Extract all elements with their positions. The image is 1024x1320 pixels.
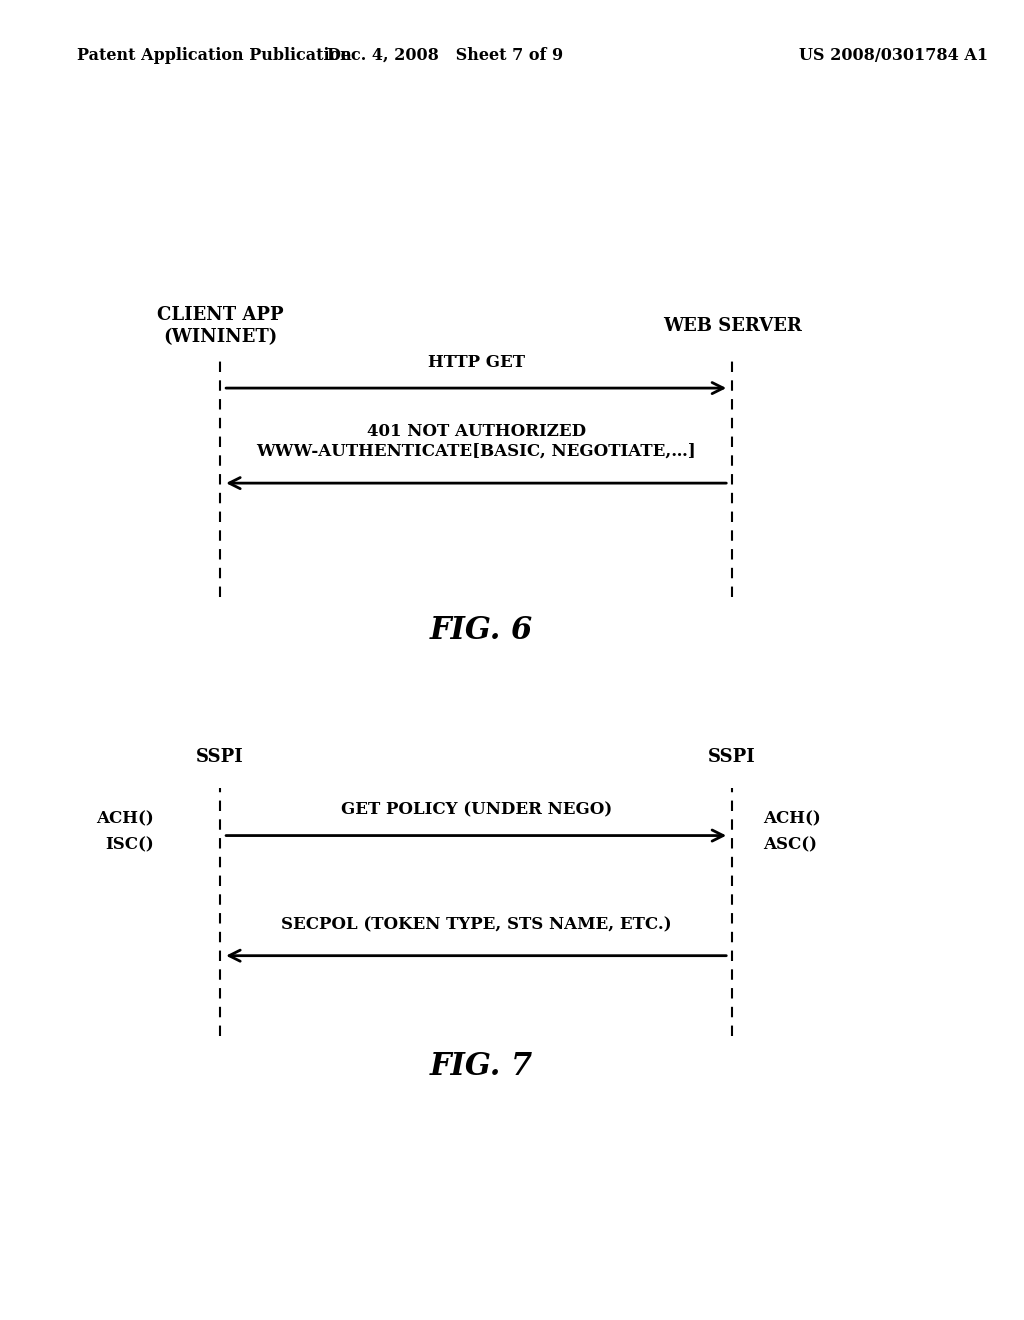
Text: HTTP GET: HTTP GET <box>428 354 524 371</box>
Text: CLIENT APP: CLIENT APP <box>157 306 284 325</box>
Text: ISC(): ISC() <box>104 837 154 853</box>
Text: US 2008/0301784 A1: US 2008/0301784 A1 <box>799 48 988 63</box>
Text: Dec. 4, 2008   Sheet 7 of 9: Dec. 4, 2008 Sheet 7 of 9 <box>328 48 563 63</box>
Text: 401 NOT AUTHORIZED: 401 NOT AUTHORIZED <box>367 422 586 440</box>
Text: ASC(): ASC() <box>763 837 817 853</box>
Text: ACH(): ACH() <box>96 810 154 826</box>
Text: FIG. 6: FIG. 6 <box>430 615 532 647</box>
Text: SECPOL (TOKEN TYPE, STS NAME, ETC.): SECPOL (TOKEN TYPE, STS NAME, ETC.) <box>281 916 672 933</box>
Text: GET POLICY (UNDER NEGO): GET POLICY (UNDER NEGO) <box>341 801 611 818</box>
Text: WEB SERVER: WEB SERVER <box>663 317 802 335</box>
Text: SSPI: SSPI <box>197 747 244 766</box>
Text: ACH(): ACH() <box>763 810 820 826</box>
Text: Patent Application Publication: Patent Application Publication <box>77 48 351 63</box>
Text: SSPI: SSPI <box>709 747 756 766</box>
Text: FIG. 7: FIG. 7 <box>430 1051 532 1082</box>
Text: WWW-AUTHENTICATE[BASIC, NEGOTIATE,…]: WWW-AUTHENTICATE[BASIC, NEGOTIATE,…] <box>256 442 696 459</box>
Text: (WININET): (WININET) <box>163 329 278 346</box>
